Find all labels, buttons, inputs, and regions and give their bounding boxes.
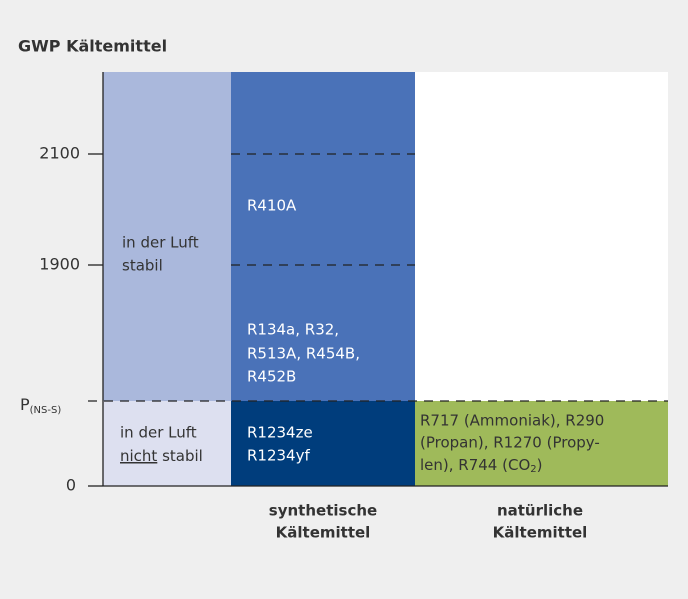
tick-sub: (NS-S) xyxy=(30,405,62,416)
cell-text: R410A xyxy=(247,197,297,215)
synthetic-low-cell xyxy=(231,401,415,486)
tick-main: P xyxy=(20,395,30,414)
cell-text: stabil xyxy=(157,447,203,465)
stable-cell xyxy=(103,72,231,401)
cell-text: R1234ze xyxy=(247,424,313,442)
cell-text: in der Luft xyxy=(122,234,199,252)
column-label: synthetische xyxy=(269,502,377,520)
cell-text: R513A, R454B, xyxy=(247,345,360,363)
column-label: natürliche xyxy=(497,502,583,520)
column-label: Kältemittel xyxy=(493,524,588,542)
tick-label: 1900 xyxy=(39,255,80,274)
cell-text: R134a, R32, xyxy=(247,321,339,339)
cell-text: len), R744 (CO xyxy=(420,456,530,474)
axes xyxy=(88,72,668,487)
cell-text: in der Luft xyxy=(120,424,197,442)
cell-text: (Propan), R1270 (Propy- xyxy=(420,434,600,452)
cell-text: len), R744 (CO2) xyxy=(420,456,542,476)
cell-text: R452B xyxy=(247,368,296,386)
underlined-word: nicht xyxy=(120,447,157,465)
subscript: 2 xyxy=(530,464,536,475)
cell-text: R1234yf xyxy=(247,447,310,465)
column-label: Kältemittel xyxy=(276,524,371,542)
title: GWP Kältemittel xyxy=(18,37,167,56)
synthetic-high-cell xyxy=(231,72,415,401)
tick-label: 0 xyxy=(66,476,76,495)
tick-label: 2100 xyxy=(39,144,80,163)
natural-low-cell xyxy=(415,401,668,486)
cell-text: R717 (Ammoniak), R290 xyxy=(420,412,604,430)
unstable-cell xyxy=(103,401,231,486)
tick-label: P(NS-S) xyxy=(20,395,61,417)
cell-text: nicht stabil xyxy=(120,447,203,465)
cell-text: ) xyxy=(537,456,543,474)
cell-text: stabil xyxy=(122,257,163,275)
